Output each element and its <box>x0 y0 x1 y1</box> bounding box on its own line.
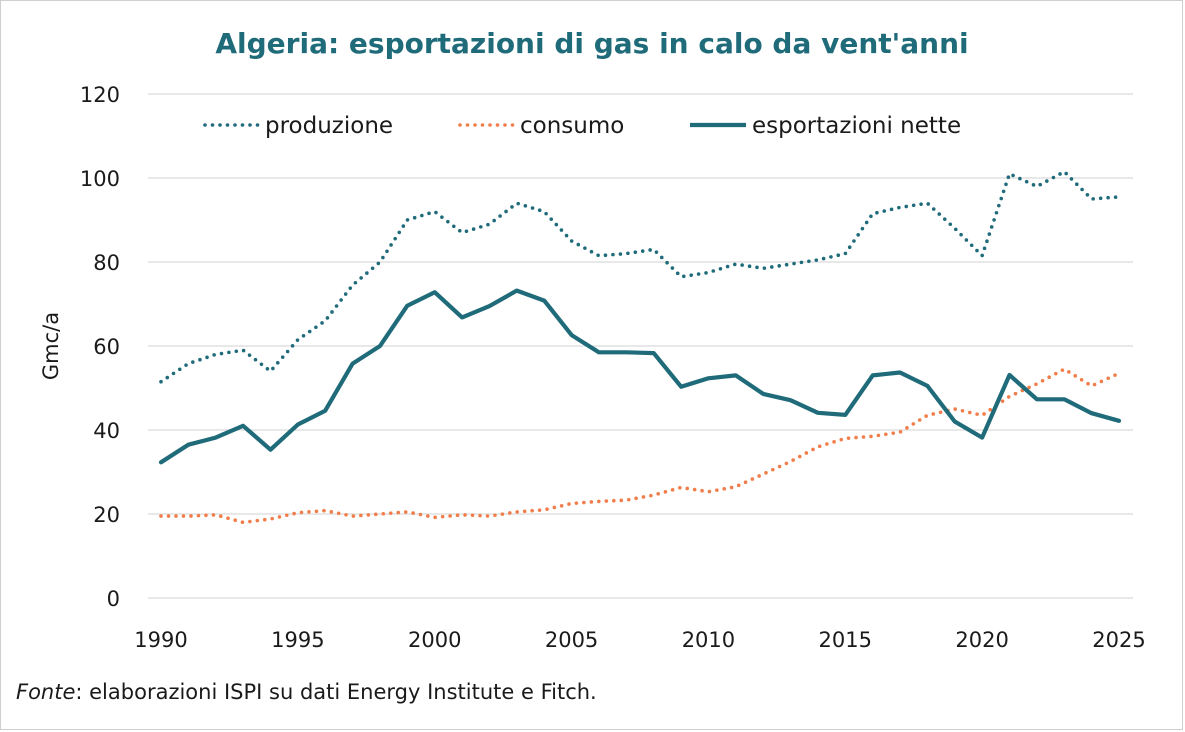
series-line-esportazioni-nette <box>158 288 1122 465</box>
y-tick-label: 20 <box>93 503 120 527</box>
x-tick-label: 2015 <box>819 628 872 652</box>
y-tick-label: 0 <box>107 587 120 611</box>
x-tick-label: 2005 <box>545 628 598 652</box>
x-tick-label: 2020 <box>955 628 1008 652</box>
y-tick-label: 40 <box>93 419 120 443</box>
series-group <box>158 169 1122 525</box>
y-axis-ticks: 0 20 40 60 80 100 120 <box>80 83 120 611</box>
x-axis-ticks: 1990 1995 2000 2005 2010 2015 2020 2025 <box>134 628 1145 652</box>
y-tick-label: 100 <box>80 167 120 191</box>
legend-label: consumo <box>520 113 624 139</box>
source-note: Fonte: elaborazioni ISPI su dati Energy … <box>16 680 597 704</box>
x-tick-label: 2025 <box>1092 628 1145 652</box>
gridlines <box>148 93 1133 599</box>
x-tick-label: 2010 <box>682 628 735 652</box>
chart-title: Algeria: esportazioni di gas in calo da … <box>215 27 968 60</box>
x-tick-label: 1990 <box>134 628 187 652</box>
y-tick-label: 60 <box>93 335 120 359</box>
source-text: : elaborazioni ISPI su dati Energy Insti… <box>75 680 597 704</box>
legend-label: produzione <box>265 113 393 139</box>
series-line-consumo <box>159 367 1121 525</box>
x-tick-label: 1995 <box>271 628 324 652</box>
legend-label: esportazioni nette <box>752 113 961 139</box>
x-tick-label: 2000 <box>408 628 461 652</box>
y-tick-label: 120 <box>80 83 120 107</box>
source-label: Fonte <box>16 680 76 704</box>
y-axis-title: Gmc/a <box>39 312 63 380</box>
series-line-produzione <box>159 169 1121 384</box>
y-tick-label: 80 <box>93 251 120 275</box>
legend: produzione consumo esportazioni nette <box>203 113 961 139</box>
